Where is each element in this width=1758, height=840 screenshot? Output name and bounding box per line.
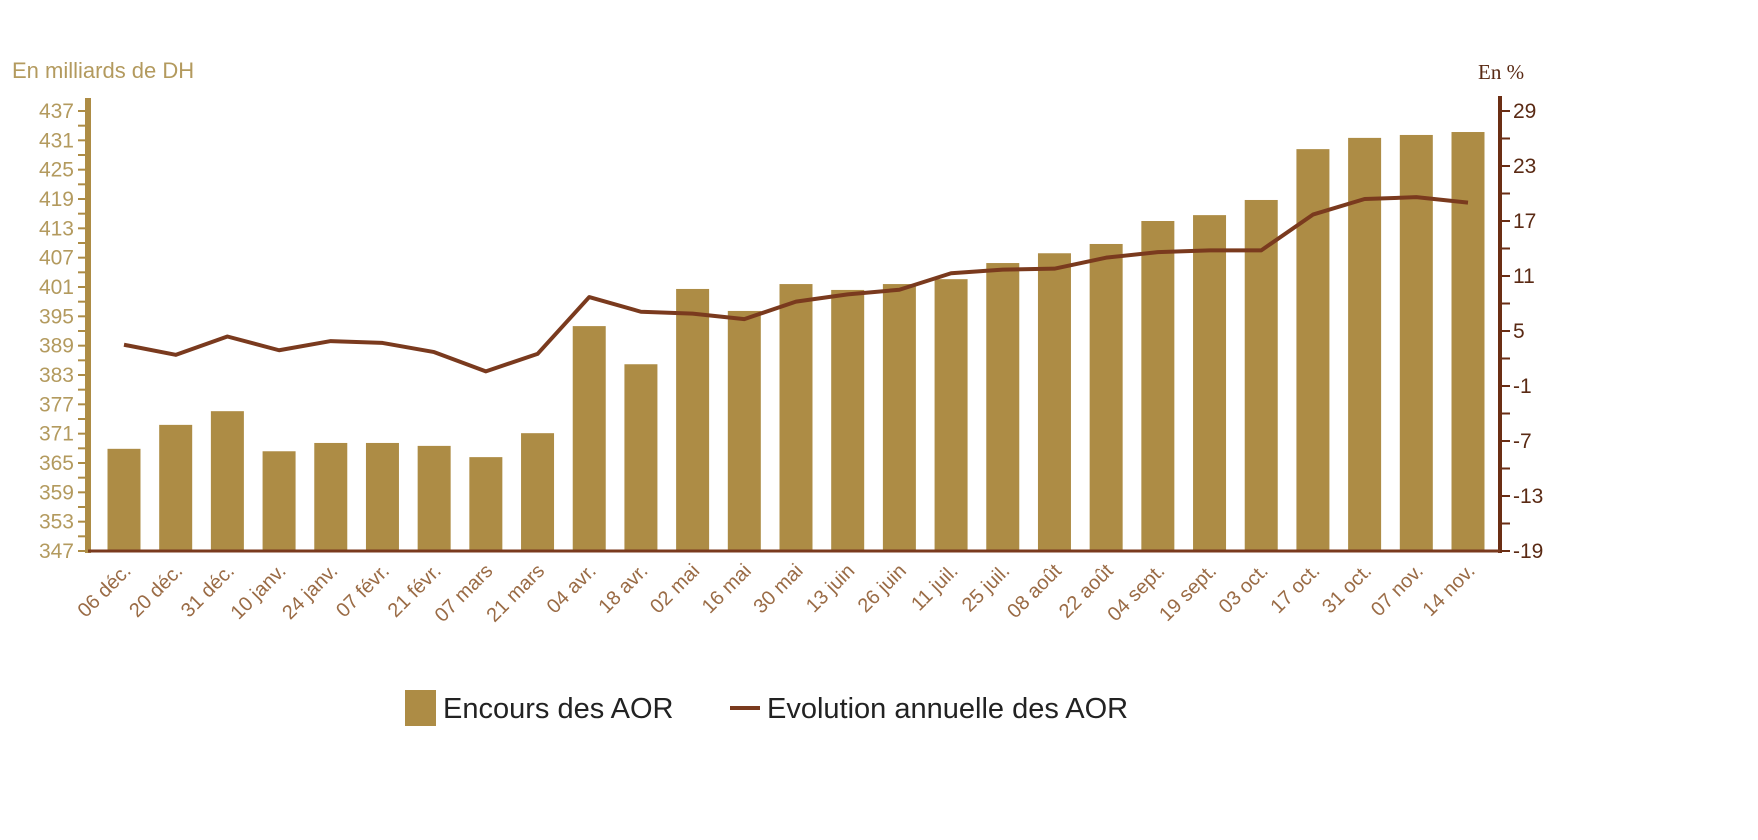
bar (521, 433, 555, 551)
left-tick-label: 383 (39, 364, 74, 387)
right-tick-label: 29 (1513, 100, 1536, 123)
bar (417, 445, 451, 551)
x-tick-label: 18 avr. (594, 560, 652, 618)
bar (1193, 215, 1227, 551)
right-tick-label: -1 (1513, 375, 1532, 398)
bar (831, 289, 865, 551)
bar (676, 288, 710, 551)
left-tick-label: 347 (39, 540, 74, 563)
bar (986, 263, 1020, 551)
bar (365, 442, 399, 551)
x-tick-label: 10 janv. (227, 560, 291, 624)
bar (210, 411, 244, 551)
left-tick-label: 353 (39, 511, 74, 534)
bar (727, 310, 761, 551)
bar (469, 457, 503, 551)
left-tick-label: 377 (39, 393, 74, 416)
x-tick-label: 16 mai (698, 560, 756, 618)
right-tick-label: 17 (1513, 210, 1536, 233)
left-tick-label: 389 (39, 335, 74, 358)
legend-swatch-bar (405, 690, 436, 726)
x-tick-label: 13 juin (802, 560, 859, 617)
axes-group: 437 431 425 419 413 407 401 395 389 383 377 371 365 3… (39, 96, 1543, 563)
right-tick-label: 11 (1513, 265, 1535, 288)
left-axis-title: En milliards de DH (12, 58, 194, 83)
left-tick-label: 431 (39, 129, 74, 152)
x-tick-label: 17 oct. (1266, 560, 1324, 618)
legend-swatch-line (730, 706, 760, 710)
line-series (123, 195, 1469, 374)
x-tick-label: 06 déc. (74, 560, 136, 622)
left-tick-label: 401 (39, 276, 74, 299)
left-tick-label: 407 (39, 247, 74, 270)
left-tick-label: 395 (39, 305, 74, 328)
x-tick-label: 21 mars (482, 560, 549, 627)
bar (624, 364, 658, 551)
bar (159, 424, 193, 551)
right-axis-title: En % (1478, 60, 1524, 84)
bar (1037, 253, 1071, 551)
legend: Encours des AOR Evolution annuelle des A… (405, 690, 1128, 726)
x-tick-label: 04 avr. (543, 560, 601, 618)
bars-group (107, 132, 1485, 551)
x-tick-label: 24 janv. (278, 560, 342, 624)
x-tick-label: 20 déc. (125, 560, 187, 622)
bar (1348, 137, 1382, 551)
x-tick-label: 26 juin (854, 560, 911, 617)
right-tick-label: -7 (1513, 430, 1532, 453)
x-tick-label: 08 août (1003, 560, 1066, 623)
x-tick-label: 14 nov. (1419, 560, 1480, 621)
bar (1089, 243, 1123, 551)
x-tick-label: 02 mai (646, 560, 704, 618)
left-tick-label: 419 (39, 188, 74, 211)
legend-label-line: Evolution annuelle des AOR (767, 693, 1128, 725)
bar (1244, 199, 1278, 551)
left-tick-label: 365 (39, 452, 74, 475)
left-tick-label: 413 (39, 217, 74, 240)
left-tick-label: 437 (39, 100, 74, 123)
bar (779, 284, 813, 551)
right-tick-label: 5 (1513, 320, 1525, 343)
bar (314, 442, 348, 551)
x-tick-label: 19 sept. (1155, 560, 1221, 626)
x-tick-label: 07 févr. (332, 560, 394, 622)
right-tick-label: 23 (1513, 155, 1536, 178)
legend-label-bar: Encours des AOR (443, 693, 674, 725)
x-tick-labels: 06 déc.20 déc.31 déc.10 janv.24 janv.07 … (74, 560, 1480, 627)
bar (1451, 132, 1485, 551)
x-tick-label: 30 mai (750, 560, 808, 618)
bar (882, 284, 916, 551)
bar (934, 279, 968, 551)
left-tick-label: 359 (39, 481, 74, 504)
line-group (123, 195, 1469, 374)
x-tick-label: 07 nov. (1367, 560, 1428, 621)
x-tick-label: 11 juil. (907, 560, 962, 615)
left-tick-label: 425 (39, 159, 74, 182)
left-tick-label: 371 (39, 423, 74, 446)
bar (1141, 221, 1175, 551)
bar (262, 451, 296, 551)
x-tick-label: 31 oct. (1318, 560, 1376, 618)
x-tick-label: 03 oct. (1215, 560, 1273, 618)
bar (1399, 134, 1433, 551)
right-tick-label: -13 (1513, 485, 1543, 508)
bar (107, 448, 141, 551)
right-tick-label: -19 (1513, 540, 1543, 563)
bar (572, 326, 606, 551)
